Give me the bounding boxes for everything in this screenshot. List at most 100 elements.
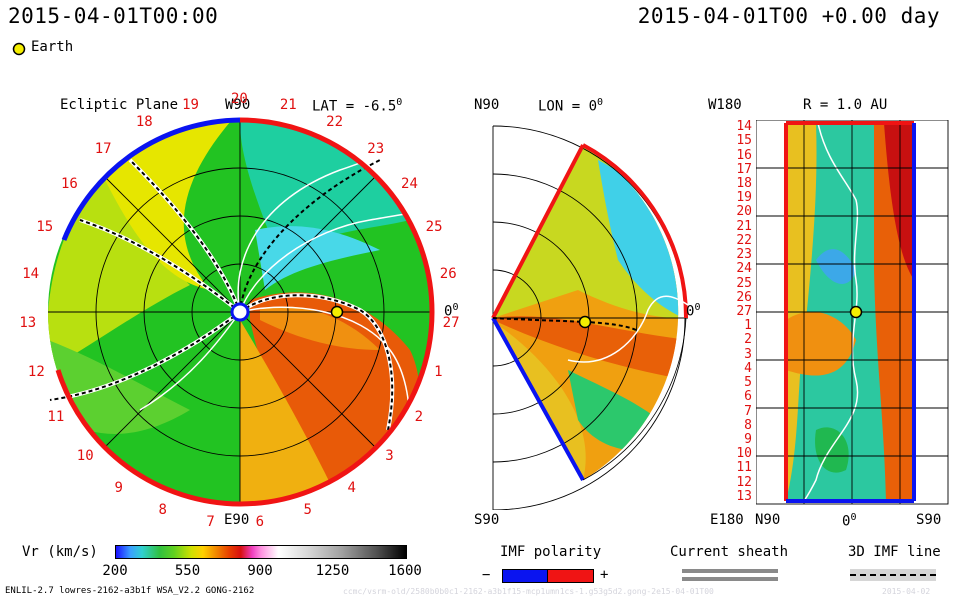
radial-rotation-number: 24 [736,261,752,277]
radial-title: R = 1.0 AU [803,97,888,113]
ecliptic-imf-negative-arc [61,117,241,241]
sun-marker [230,302,250,322]
radial-rotation-number: 10 [736,446,752,462]
radial-x-label-s90: S90 [916,512,942,528]
radial-rotation-number: 26 [736,289,752,305]
colorbar [115,545,407,559]
ecliptic-rotation-number: 6 [255,513,265,530]
radial-rotation-number: 7 [744,403,752,419]
meridional-outer-edge [582,317,687,481]
ecliptic-imf-positive-arc [239,117,435,507]
radial-rotation-number: 5 [744,375,752,391]
colorbar-tick-label: 200 [102,563,128,579]
radial-rotation-number: 19 [736,190,752,206]
radial-rotation-number: 14 [736,119,752,135]
date-info: 2015-04-02 [882,587,931,596]
radial-rotation-number: 22 [736,232,752,248]
ecliptic-rotation-number: 26 [439,266,457,283]
ecliptic-rotation-number: 12 [27,363,45,380]
imf-positive-swatch [547,569,594,583]
radial-rotation-number: 8 [744,417,752,433]
meridional-cyan-region [598,160,679,320]
radial-w180: W180 [708,97,742,113]
radial-rotation-number: 20 [736,204,752,220]
colorbar-tick-label: 1600 [388,563,422,579]
radial-rotation-number: 12 [736,474,752,490]
radial-e180: E180 [710,512,744,528]
current-sheath-title: Current sheath [670,544,789,560]
ecliptic-rotation-number: 18 [135,113,153,130]
colorbar-label: Vr (km/s) [22,544,98,560]
radial-rotation-number: 21 [736,218,752,234]
radial-blue-patch [816,249,856,284]
ecliptic-rotation-number: 7 [206,513,215,530]
ecliptic-zero-label: 00 [444,302,459,320]
ecliptic-rotation-number: 21 [279,96,297,113]
radial-red-right [884,123,914,280]
ecliptic-title: Ecliptic Plane [60,97,179,113]
imf-plus-label: + [600,567,609,583]
ecliptic-rotation-number: 13 [19,315,37,332]
ecliptic-rotation-number: 15 [36,219,54,236]
ecliptic-w90: W90 [225,97,251,113]
ecliptic-rotation-number: 10 [76,448,94,465]
ecliptic-rotation-number: 17 [94,140,112,157]
ecliptic-rotation-number: 4 [347,480,356,497]
ecliptic-orange-band [260,306,380,350]
radial-rotation-number: 13 [736,488,752,504]
meridional-zero-label: 00 [686,302,701,320]
ecliptic-rotation-number: 25 [425,219,443,236]
radial-rotation-number: 2 [744,332,752,348]
ecliptic-e90: E90 [224,512,250,528]
radial-rotation-number: 15 [736,133,752,149]
earth-marker-ecliptic [330,305,344,319]
radial-rotation-number: 6 [744,389,752,405]
imf-minus-label: − [482,567,491,583]
ecliptic-light-cyan-region [255,226,380,290]
ecliptic-rotation-number: 8 [158,502,167,519]
current-sheath-swatch-1 [682,569,778,573]
ecliptic-rotation-number: 27 [442,315,460,332]
earth-legend [10,40,28,58]
meridional-s90: S90 [474,512,500,528]
ecliptic-rotation-number: 22 [326,113,343,130]
imf-negative-swatch [502,569,549,583]
meridional-south-edge [491,317,585,481]
imf3d-swatch [850,569,936,581]
meridional-red-band [493,316,679,380]
imf3d-title: 3D IMF line [848,544,941,560]
ecliptic-rotation-number: 2 [414,409,424,425]
ecliptic-rotation-number: 20 [231,91,248,107]
earth-legend-label: Earth [31,39,74,55]
earth-legend-icon [12,42,26,56]
meridional-imf-positive-arc [582,143,689,319]
run-info: ccmc/vsrm-old/2580b0b0c1-2162-a3b1f15-mc… [343,587,714,596]
radial-plot [756,120,949,505]
ecliptic-green-band [48,340,190,434]
radial-rotation-number: 25 [736,275,752,291]
radial-rotation-number: 23 [736,247,752,263]
meridional-north-edge [491,144,585,319]
radial-rotation-number: 3 [744,346,752,362]
timestamp-left: 2015-04-01T00:00 [8,4,219,28]
meridional-n90: N90 [474,97,500,113]
colorbar-tick-label: 900 [247,563,273,579]
ecliptic-rotation-number: 5 [303,502,312,519]
radial-rotation-number: 4 [744,360,752,376]
meridional-lon-label: LON = 00 [538,97,604,115]
radial-rotation-number: 1 [744,318,752,334]
radial-x-label-n90: N90 [755,512,781,528]
current-sheath-swatch-2 [682,577,778,581]
radial-rotation-number: 11 [736,460,752,476]
ecliptic-rotation-number: 14 [22,266,40,283]
earth-marker-meridional [578,315,592,329]
ecliptic-plot [48,117,436,507]
colorbar-tick-label: 550 [174,563,201,579]
timestamp-right: 2015-04-01T00 +0.00 day [637,4,940,28]
radial-rotation-number: 27 [736,304,752,319]
imf-polarity-title: IMF polarity [500,544,602,560]
radial-rotation-number: 18 [736,176,752,191]
ecliptic-rotation-number: 23 [367,140,385,157]
colorbar-tick-label: 1250 [315,563,350,579]
radial-rotation-number: 17 [736,161,752,177]
